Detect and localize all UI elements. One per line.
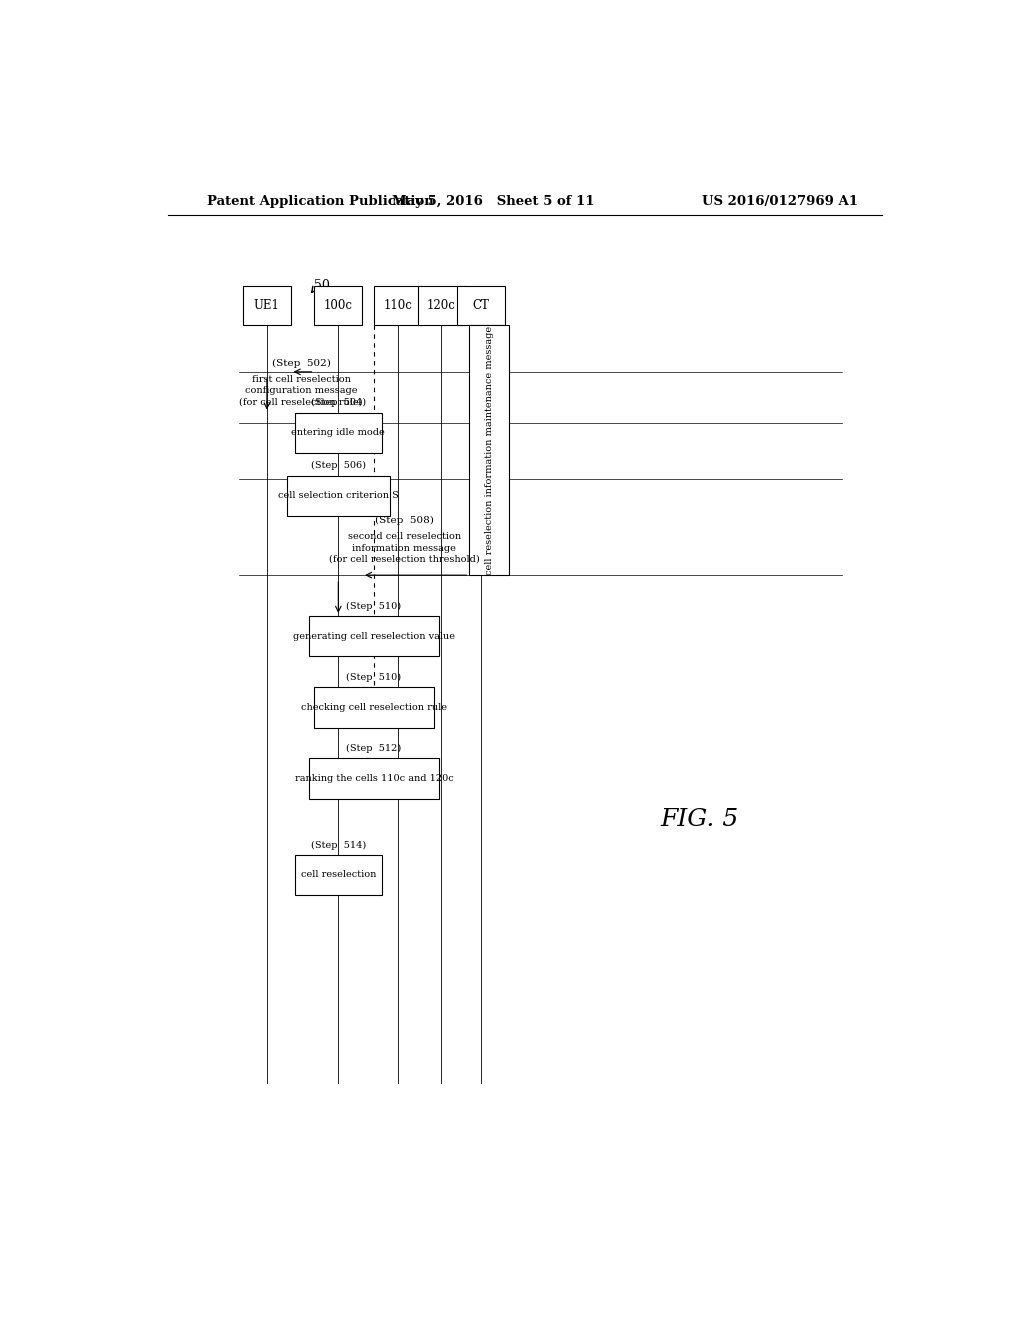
- Text: (Step  506): (Step 506): [311, 461, 366, 470]
- Text: cell reselection: cell reselection: [301, 870, 376, 879]
- Text: cell selection criterion S: cell selection criterion S: [278, 491, 398, 500]
- Text: 110c: 110c: [383, 300, 413, 313]
- Bar: [295, 854, 382, 895]
- Text: (Step  502): (Step 502): [271, 359, 331, 368]
- Text: ranking the cells 110c and 120c: ranking the cells 110c and 120c: [295, 774, 454, 783]
- Bar: [458, 286, 505, 325]
- Text: second cell reselection
information message
(for cell reselection threshold): second cell reselection information mess…: [329, 532, 479, 564]
- Text: UE1: UE1: [254, 300, 280, 313]
- Text: (Step  512): (Step 512): [346, 744, 401, 752]
- Text: (Step  514): (Step 514): [310, 841, 366, 850]
- Text: generating cell reselection value: generating cell reselection value: [293, 631, 455, 640]
- Bar: [308, 615, 439, 656]
- Text: (Step  508): (Step 508): [375, 516, 433, 525]
- Bar: [295, 413, 382, 453]
- Bar: [243, 286, 291, 325]
- Text: 100c: 100c: [324, 300, 353, 313]
- Text: FIG. 5: FIG. 5: [660, 808, 738, 830]
- Bar: [374, 286, 422, 325]
- Text: (Step  504): (Step 504): [310, 399, 366, 408]
- Bar: [314, 286, 362, 325]
- Bar: [418, 286, 465, 325]
- Bar: [287, 475, 390, 516]
- Text: US 2016/0127969 A1: US 2016/0127969 A1: [702, 194, 858, 207]
- Bar: [308, 758, 439, 799]
- Text: first cell reselection
configuration message
(for cell reselection rule): first cell reselection configuration mes…: [240, 375, 362, 407]
- Bar: [469, 325, 509, 576]
- Text: (Step  510): (Step 510): [346, 673, 401, 682]
- Text: May 5, 2016   Sheet 5 of 11: May 5, 2016 Sheet 5 of 11: [392, 194, 594, 207]
- Text: Patent Application Publication: Patent Application Publication: [207, 194, 434, 207]
- Text: entering idle mode: entering idle mode: [292, 428, 385, 437]
- Text: checking cell reselection rule: checking cell reselection rule: [301, 702, 447, 711]
- Text: CT: CT: [473, 300, 489, 313]
- Text: (Step  510): (Step 510): [346, 602, 401, 611]
- Text: 50: 50: [314, 279, 331, 292]
- Text: 120c: 120c: [427, 300, 456, 313]
- Bar: [314, 686, 433, 727]
- Text: cell reselection information maintenance message: cell reselection information maintenance…: [484, 326, 494, 574]
